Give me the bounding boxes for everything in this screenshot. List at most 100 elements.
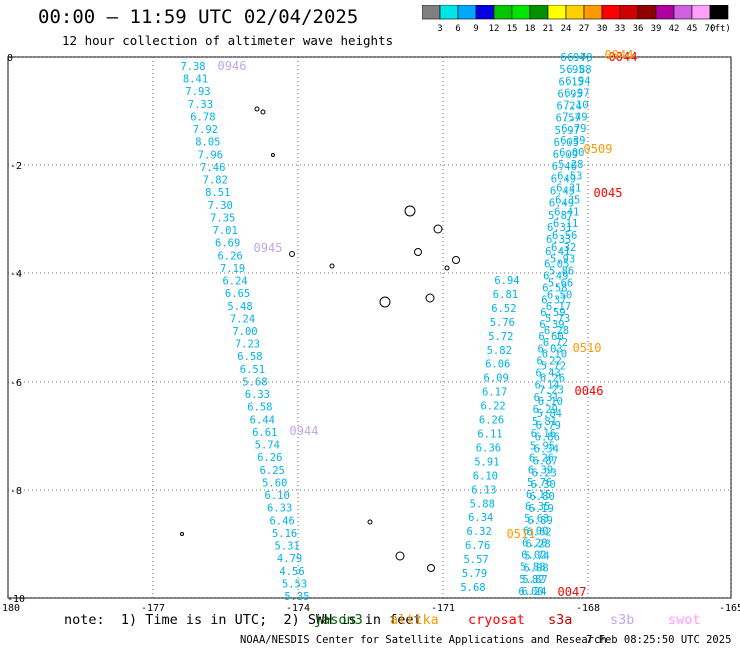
wave-height-value: 6.36	[476, 442, 501, 454]
wave-height-value: 6.14	[535, 380, 560, 392]
wave-height-value: 6.39	[539, 319, 564, 331]
wave-height-value: 5.57	[463, 554, 488, 566]
wave-height-value: 6.80	[530, 491, 555, 503]
wave-height-value: 4.79	[277, 553, 302, 565]
wave-height-value: 5.66	[548, 277, 573, 289]
wave-height-value: 6.76	[465, 540, 490, 552]
x-tick-label: -168	[576, 603, 600, 612]
island-outline	[379, 296, 391, 308]
wave-height-value: 6.45	[550, 186, 575, 198]
y-tick-label: 0	[7, 53, 13, 64]
wave-height-value: 6.39	[528, 465, 553, 477]
wave-height-value: 6.08	[523, 562, 548, 574]
scale-tick-label: 39	[651, 24, 662, 34]
color-scale: 3 6 9 12 15 18 21 24 27 30 33 36 39 42 45 70(ft)	[422, 5, 731, 34]
wave-height-value: 6.78	[567, 52, 592, 64]
wave-height-value: 6.16	[531, 428, 556, 440]
wave-height-value: 6.87	[533, 455, 558, 467]
wave-height-value: 5.31	[274, 541, 299, 553]
wave-height-value: 6.49	[543, 270, 568, 282]
wave-height-value: 5.76	[490, 317, 515, 329]
island-outline	[452, 256, 460, 264]
wave-height-value: 6.33	[267, 503, 292, 515]
wave-height-value: 6.24	[557, 101, 582, 113]
wave-height-value: 6.02	[521, 550, 546, 562]
wave-height-value: 6.79	[561, 123, 586, 135]
x-tick-label: -165	[719, 603, 740, 612]
wave-height-value: 8.05	[195, 137, 220, 149]
wave-height-value: 6.00	[523, 525, 548, 537]
x-tick-label: -171	[431, 603, 455, 612]
wave-height-value: 6.20	[522, 537, 547, 549]
wave-height-value: 6.29	[533, 404, 558, 416]
wave-height-value: 6.53	[557, 171, 582, 183]
wave-height-value: 6.89	[527, 515, 552, 527]
wave-height-value: 6.31	[547, 222, 572, 234]
pass-time-label: 0510	[573, 341, 602, 355]
wave-height-value: 6.10	[538, 396, 563, 408]
wave-height-value: 7.19	[220, 263, 245, 275]
scale-swatch	[709, 5, 729, 20]
legend-item-swot: swot	[668, 612, 701, 628]
wave-height-value: 5.87	[548, 210, 573, 222]
scale-tick-label: 3	[437, 24, 442, 34]
wave-height-value: 7.35	[210, 212, 235, 224]
footnote: note: 1) Time is in UTC; 2) SWH is in fe…	[64, 612, 422, 628]
wave-height-value: 6.31	[534, 392, 559, 404]
wave-height-value: 6.94	[494, 275, 519, 287]
page-title: 00:00 – 11:59 UTC 02/04/2025	[38, 6, 359, 28]
wave-height-value: 8.51	[205, 187, 230, 199]
island-outline	[271, 153, 275, 157]
wave-height-value: 5.48	[227, 301, 252, 313]
island-outline	[260, 109, 266, 115]
wave-height-value: 5.73	[545, 313, 570, 325]
wave-height-value: 6.41	[554, 206, 579, 218]
wave-height-value: 5.74	[255, 440, 280, 452]
scale-tick-label: 15	[507, 24, 518, 34]
scale-tick-label: 21	[543, 24, 554, 34]
wave-height-value: 5.35	[284, 591, 309, 603]
wave-height-value: 7.96	[198, 149, 223, 161]
wave-height-value: 6.31	[556, 183, 581, 195]
wave-height-value: 6.69	[215, 238, 240, 250]
island-outline	[414, 248, 422, 256]
island-outline	[433, 224, 443, 234]
wave-height-value: 6.35	[525, 501, 550, 513]
wave-height-value: 5.72	[541, 361, 566, 373]
wave-height-value: 6.94	[565, 76, 590, 88]
wave-height-value: 6.23	[532, 467, 557, 479]
pass-time-label: 0046	[575, 384, 604, 398]
wave-height-value: 6.26	[257, 452, 282, 464]
wave-height-value: 6.22	[536, 355, 561, 367]
scale-tick-label: (ft)	[709, 24, 731, 34]
pass-time-label: 0944	[290, 424, 319, 438]
x-tick-label: -174	[286, 603, 310, 612]
wave-height-value: 6.39	[560, 135, 585, 147]
wave-height-value: 6.50	[547, 289, 572, 301]
wave-height-value: 6.09	[484, 373, 509, 385]
wave-height-value: 5.63	[524, 513, 549, 525]
wave-height-value: 5.79	[462, 568, 487, 580]
wave-height-value: 6.00	[518, 586, 543, 598]
wave-height-value: 7.00	[232, 326, 257, 338]
wave-height-value: 7.10	[563, 99, 588, 111]
wave-height-value: 6.46	[552, 161, 577, 173]
wave-height-value: 5.68	[242, 376, 267, 388]
wave-height-value: 7.24	[230, 313, 255, 325]
pass-time-label: 0945	[254, 241, 283, 255]
wave-height-value: 6.26	[217, 250, 242, 262]
wave-height-value: 6.62	[526, 527, 551, 539]
wave-height-value: 5.60	[262, 477, 287, 489]
legend-item-cryosat: cryosat	[468, 612, 525, 628]
legend-item-s3a: s3a	[548, 612, 573, 628]
pass-time-label: 0044	[605, 48, 634, 62]
page-subtitle: 12 hour collection of altimeter wave hei…	[62, 33, 394, 48]
scale-tick-label: 24	[561, 24, 572, 34]
wave-height-value: 6.33	[546, 234, 571, 246]
generated-timestamp: 7 Feb 08:25:50 UTC 2025	[586, 634, 732, 646]
wave-height-value: 6.17	[482, 387, 507, 399]
wave-height-value: 7.01	[213, 225, 238, 237]
wave-height-value: 6.97	[564, 88, 589, 100]
wave-height-value: 5.93	[550, 254, 575, 266]
y-tick-label: -2	[10, 161, 22, 172]
